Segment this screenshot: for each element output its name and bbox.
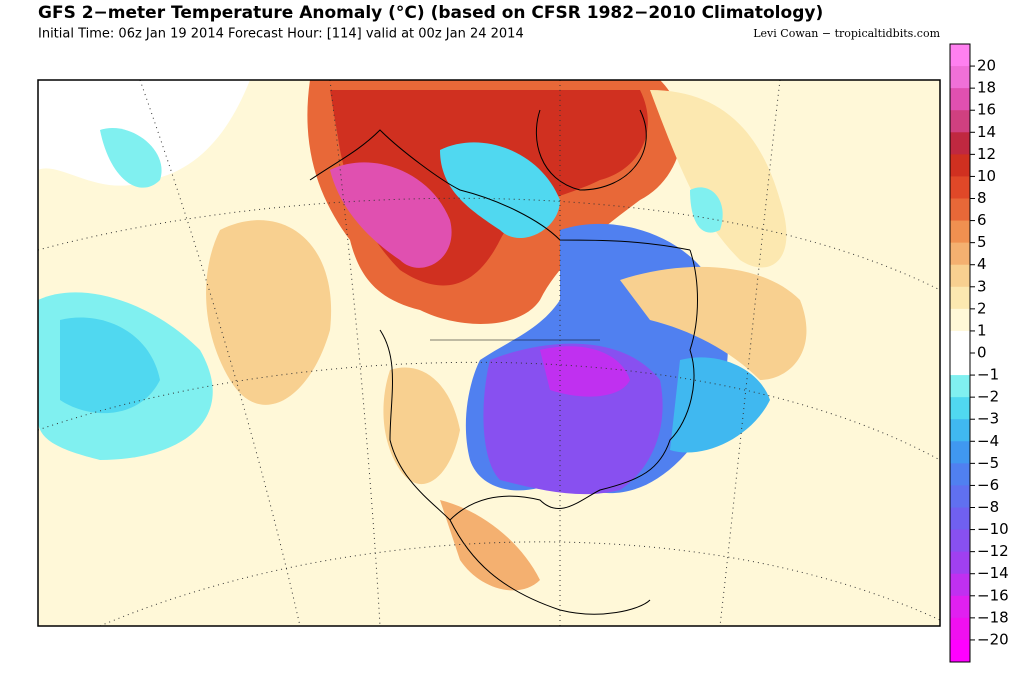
colorbar-label: 3 <box>977 277 987 295</box>
colorbar-label: 4 <box>977 255 987 273</box>
colorbar-swatch <box>950 617 970 641</box>
map <box>37 79 941 627</box>
colorbar-swatch <box>950 220 970 244</box>
colorbar-swatch <box>950 242 970 266</box>
colorbar-swatch <box>950 154 970 177</box>
colorbar-label: 6 <box>977 211 987 229</box>
colorbar-label: −18 <box>977 608 1009 626</box>
colorbar-label: −14 <box>977 564 1009 582</box>
colorbar-swatch <box>950 573 970 597</box>
credit: Levi Cowan − tropicaltidbits.com <box>753 27 940 40</box>
colorbar-swatch <box>950 132 970 155</box>
colorbar-label: 14 <box>977 123 996 141</box>
colorbar-swatch <box>950 507 970 531</box>
colorbar-label: −6 <box>977 476 999 494</box>
colorbar-swatch <box>950 463 970 486</box>
colorbar-swatch <box>950 485 970 508</box>
colorbar-label: −12 <box>977 542 1009 560</box>
colorbar-label: −2 <box>977 388 999 406</box>
colorbar-label: 8 <box>977 189 987 207</box>
colorbar-label: 0 <box>977 344 987 362</box>
colorbar-label: 18 <box>977 79 996 97</box>
colorbar-label: 1 <box>977 321 987 339</box>
subtitle: Initial Time: 06z Jan 19 2014 Forecast H… <box>38 27 524 42</box>
colorbar-swatch <box>950 551 970 575</box>
colorbar-label: −1 <box>977 366 999 384</box>
colorbar-swatch <box>950 88 970 111</box>
colorbar-label: −8 <box>977 498 999 516</box>
colorbar-swatch <box>950 198 970 222</box>
colorbar-swatch <box>950 529 970 553</box>
colorbar-swatch <box>950 353 970 376</box>
colorbar-swatch <box>950 44 970 67</box>
colorbar-swatch <box>950 595 970 619</box>
colorbar-swatch <box>950 639 970 663</box>
colorbar-swatch <box>950 419 970 442</box>
colorbar-label: −20 <box>977 630 1009 648</box>
colorbar-label: 10 <box>977 167 996 185</box>
title: GFS 2−meter Temperature Anomaly (°C) (ba… <box>38 3 823 23</box>
colorbar-label: −16 <box>977 586 1009 604</box>
colorbar-label: 20 <box>977 57 996 75</box>
colorbar-swatch <box>950 375 970 398</box>
colorbar: 20181614121086543210−1−2−3−4−5−6−8−10−12… <box>949 43 1009 663</box>
colorbar-label: 12 <box>977 145 996 163</box>
colorbar-label: −3 <box>977 410 999 428</box>
colorbar-label: −10 <box>977 520 1009 538</box>
colorbar-swatch <box>950 66 970 89</box>
colorbar-swatch <box>950 286 970 310</box>
colorbar-label: −4 <box>977 432 999 450</box>
colorbar-swatch <box>950 110 970 133</box>
colorbar-swatch <box>950 308 970 332</box>
colorbar-swatch <box>950 330 970 354</box>
colorbar-swatch <box>950 176 970 199</box>
colorbar-swatch <box>950 441 970 464</box>
colorbar-label: 2 <box>977 299 987 317</box>
colorbar-label: −5 <box>977 454 999 472</box>
colorbar-label: 5 <box>977 233 987 251</box>
colorbar-swatch <box>950 397 970 420</box>
colorbar-label: 16 <box>977 101 996 119</box>
colorbar-swatch <box>950 264 970 288</box>
